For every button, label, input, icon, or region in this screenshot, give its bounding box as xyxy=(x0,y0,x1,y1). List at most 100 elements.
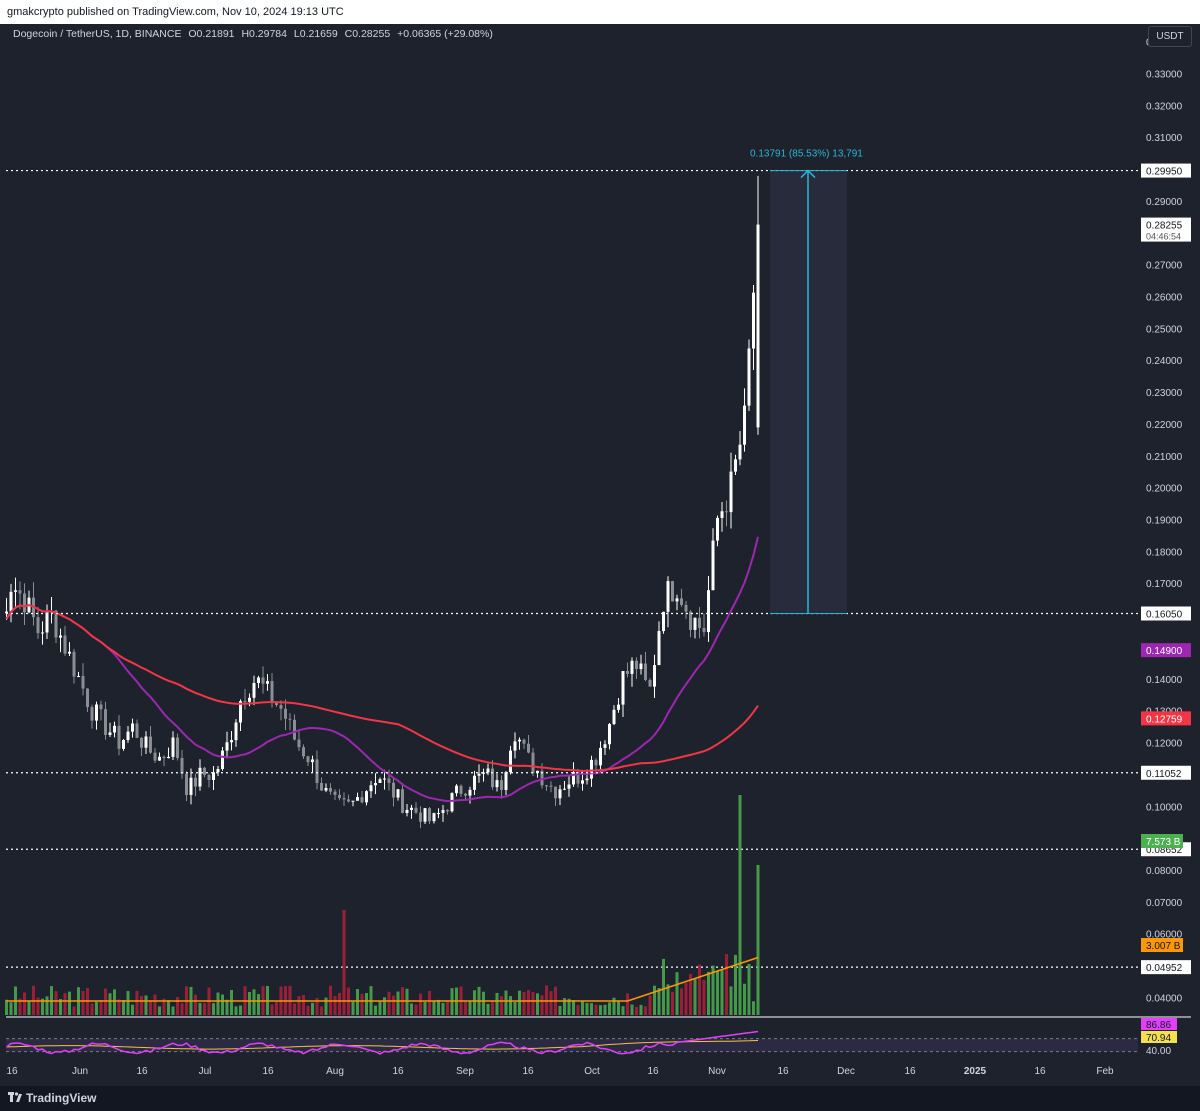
candle xyxy=(716,515,719,547)
candle-body xyxy=(473,775,476,790)
volume-bar xyxy=(117,999,121,1015)
candle xyxy=(126,725,130,743)
candle-body xyxy=(41,632,44,634)
candle-body xyxy=(194,777,197,787)
volume-label-bg xyxy=(1141,834,1183,848)
volume-bar xyxy=(531,992,535,1015)
candle-body xyxy=(725,511,728,513)
candle-body xyxy=(383,778,386,780)
candle xyxy=(135,719,139,739)
candle-body xyxy=(104,709,107,735)
volume-bar xyxy=(572,1000,575,1015)
candle xyxy=(594,758,598,774)
candle-body xyxy=(243,701,247,703)
volume-bar xyxy=(126,991,130,1015)
candle xyxy=(491,760,494,790)
volume-bar xyxy=(644,1006,647,1015)
candle xyxy=(639,654,643,675)
candle xyxy=(90,704,94,729)
candle xyxy=(500,775,503,799)
rsi-label: 70.94 xyxy=(1146,1033,1171,1044)
candle xyxy=(36,607,40,639)
price-tick-label: 0.19000 xyxy=(1146,516,1183,527)
volume-bar xyxy=(216,992,220,1015)
volume-bar xyxy=(738,795,742,1015)
volume-bar xyxy=(603,1004,607,1015)
price-tick-label: 0.12000 xyxy=(1146,739,1183,750)
volume-bar xyxy=(162,998,166,1015)
candle xyxy=(743,388,746,452)
price-tick-label: 0.25000 xyxy=(1146,324,1183,335)
volume-bar xyxy=(59,999,62,1015)
candle-body xyxy=(113,725,116,733)
candle xyxy=(86,688,89,712)
volume-bar xyxy=(410,1003,413,1015)
candle-body xyxy=(599,747,602,766)
publish-info: gmakcrypto published on TradingView.com,… xyxy=(7,6,344,18)
candle-body xyxy=(36,617,40,634)
candle-body xyxy=(617,704,620,710)
candle-body xyxy=(527,743,530,753)
level-label-bg xyxy=(1141,606,1191,621)
candle xyxy=(257,675,260,689)
chart-area[interactable]: 0.340000.330000.320000.310000.300000.290… xyxy=(0,24,1200,1086)
candle-body xyxy=(594,759,598,766)
candle xyxy=(752,284,755,370)
candle-body xyxy=(99,704,103,710)
candle-body xyxy=(279,704,283,709)
volume-bar xyxy=(149,1000,152,1015)
candle-body xyxy=(230,740,233,743)
candle-body xyxy=(77,676,80,678)
candle xyxy=(266,674,269,691)
price-tick-label: 0.29000 xyxy=(1146,197,1183,208)
candle xyxy=(702,613,706,637)
candle xyxy=(117,715,121,756)
candle xyxy=(324,783,328,793)
volume-bar xyxy=(23,992,26,1015)
level-label-bg xyxy=(1141,765,1191,780)
volume-bar xyxy=(752,1001,755,1015)
candle xyxy=(185,771,188,802)
candle-body xyxy=(693,617,697,630)
volume-bar xyxy=(275,1001,278,1015)
candle xyxy=(392,776,395,807)
candle-body xyxy=(248,697,251,702)
candle-body xyxy=(117,725,121,749)
level-label: 0.08652 xyxy=(1146,845,1183,856)
price-tick-label: 0.07000 xyxy=(1146,898,1183,909)
volume-bar xyxy=(113,989,116,1015)
candle-body xyxy=(671,581,674,602)
time-tick-label: 16 xyxy=(6,1066,18,1077)
volume-bar xyxy=(648,995,652,1015)
candle-body xyxy=(554,786,557,799)
candle-body xyxy=(419,812,422,822)
candle xyxy=(104,701,107,740)
volume-bar xyxy=(122,1000,125,1015)
candle-body xyxy=(374,783,377,786)
candle-body xyxy=(284,708,287,719)
candle-body xyxy=(14,590,17,592)
candle-body xyxy=(207,775,211,780)
candle-body xyxy=(225,742,229,751)
price-tick-label: 0.33000 xyxy=(1146,69,1183,80)
time-tick-label: Dec xyxy=(837,1066,855,1077)
price-tick-label: 0.04000 xyxy=(1146,993,1183,1004)
volume-bar xyxy=(594,1004,598,1015)
candle xyxy=(446,809,449,815)
candle xyxy=(725,500,728,527)
volume-bar xyxy=(635,1006,638,1015)
candle-body xyxy=(603,744,607,748)
currency-button[interactable]: USDT xyxy=(1148,26,1192,47)
candle xyxy=(608,722,611,750)
candle-body xyxy=(149,736,152,753)
measure-label: 0.13791 (85.53%) 13,791 xyxy=(750,149,863,160)
candle xyxy=(153,748,157,764)
volume-bar xyxy=(374,1005,377,1015)
time-tick-label: Nov xyxy=(708,1066,726,1077)
volume-bar xyxy=(684,982,688,1015)
candle-body xyxy=(63,635,67,654)
candle-body xyxy=(392,782,395,798)
price-chart[interactable]: 0.340000.330000.320000.310000.300000.290… xyxy=(0,24,1200,1086)
candle xyxy=(243,688,247,710)
price-label: 0.14900 xyxy=(1146,646,1183,657)
